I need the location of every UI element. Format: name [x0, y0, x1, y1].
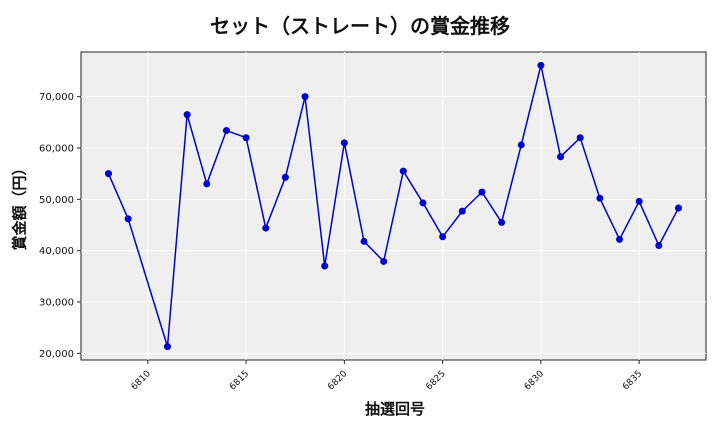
x-axis-ticks: 6810 6815 6820 6825 6830 6835: [130, 360, 644, 392]
data-point: [458, 207, 466, 215]
data-point: [576, 134, 584, 142]
y-tick-label: 70,000: [39, 92, 74, 103]
data-point: [222, 127, 230, 135]
plot-area: [80, 51, 707, 361]
data-point: [281, 173, 289, 181]
data-point: [517, 141, 525, 149]
y-tick-label: 20,000: [39, 349, 74, 360]
data-point: [105, 170, 113, 178]
data-point: [203, 180, 211, 188]
data-point: [301, 93, 309, 101]
data-point: [419, 199, 427, 207]
data-point: [557, 153, 565, 161]
y-tick-label: 60,000: [39, 143, 74, 154]
grid-lines: [81, 52, 706, 360]
x-tick-label: 6820: [326, 369, 349, 392]
x-tick-label: 6810: [130, 369, 153, 392]
data-point: [399, 167, 407, 175]
data-point: [262, 224, 270, 232]
x-tick-label: 6830: [523, 369, 546, 392]
data-point: [498, 218, 506, 226]
data-point: [596, 194, 604, 202]
data-point: [537, 61, 545, 69]
y-tick-label: 30,000: [39, 297, 74, 308]
data-point: [360, 237, 368, 245]
data-markers: [105, 61, 682, 351]
data-point: [124, 215, 132, 223]
data-point: [183, 111, 191, 119]
y-axis-ticks: 20,000 30,000 40,000 50,000 60,000 70,000: [39, 92, 81, 360]
data-point: [616, 235, 624, 243]
data-point: [321, 262, 329, 270]
data-point: [635, 197, 643, 205]
x-tick-label: 6825: [424, 369, 447, 392]
y-tick-label: 40,000: [39, 246, 74, 257]
data-point: [163, 343, 171, 351]
data-point: [674, 204, 682, 212]
data-point: [340, 139, 348, 147]
data-point: [655, 242, 663, 250]
x-tick-label: 6835: [621, 369, 644, 392]
data-point: [439, 233, 447, 241]
data-point: [478, 188, 486, 196]
data-point: [242, 134, 250, 142]
x-axis-label: 抽選回号: [364, 400, 425, 418]
chart-title: セット（ストレート）の賞金推移: [210, 14, 510, 38]
data-point: [380, 257, 388, 265]
y-tick-label: 50,000: [39, 195, 74, 206]
x-tick-label: 6815: [228, 369, 251, 392]
